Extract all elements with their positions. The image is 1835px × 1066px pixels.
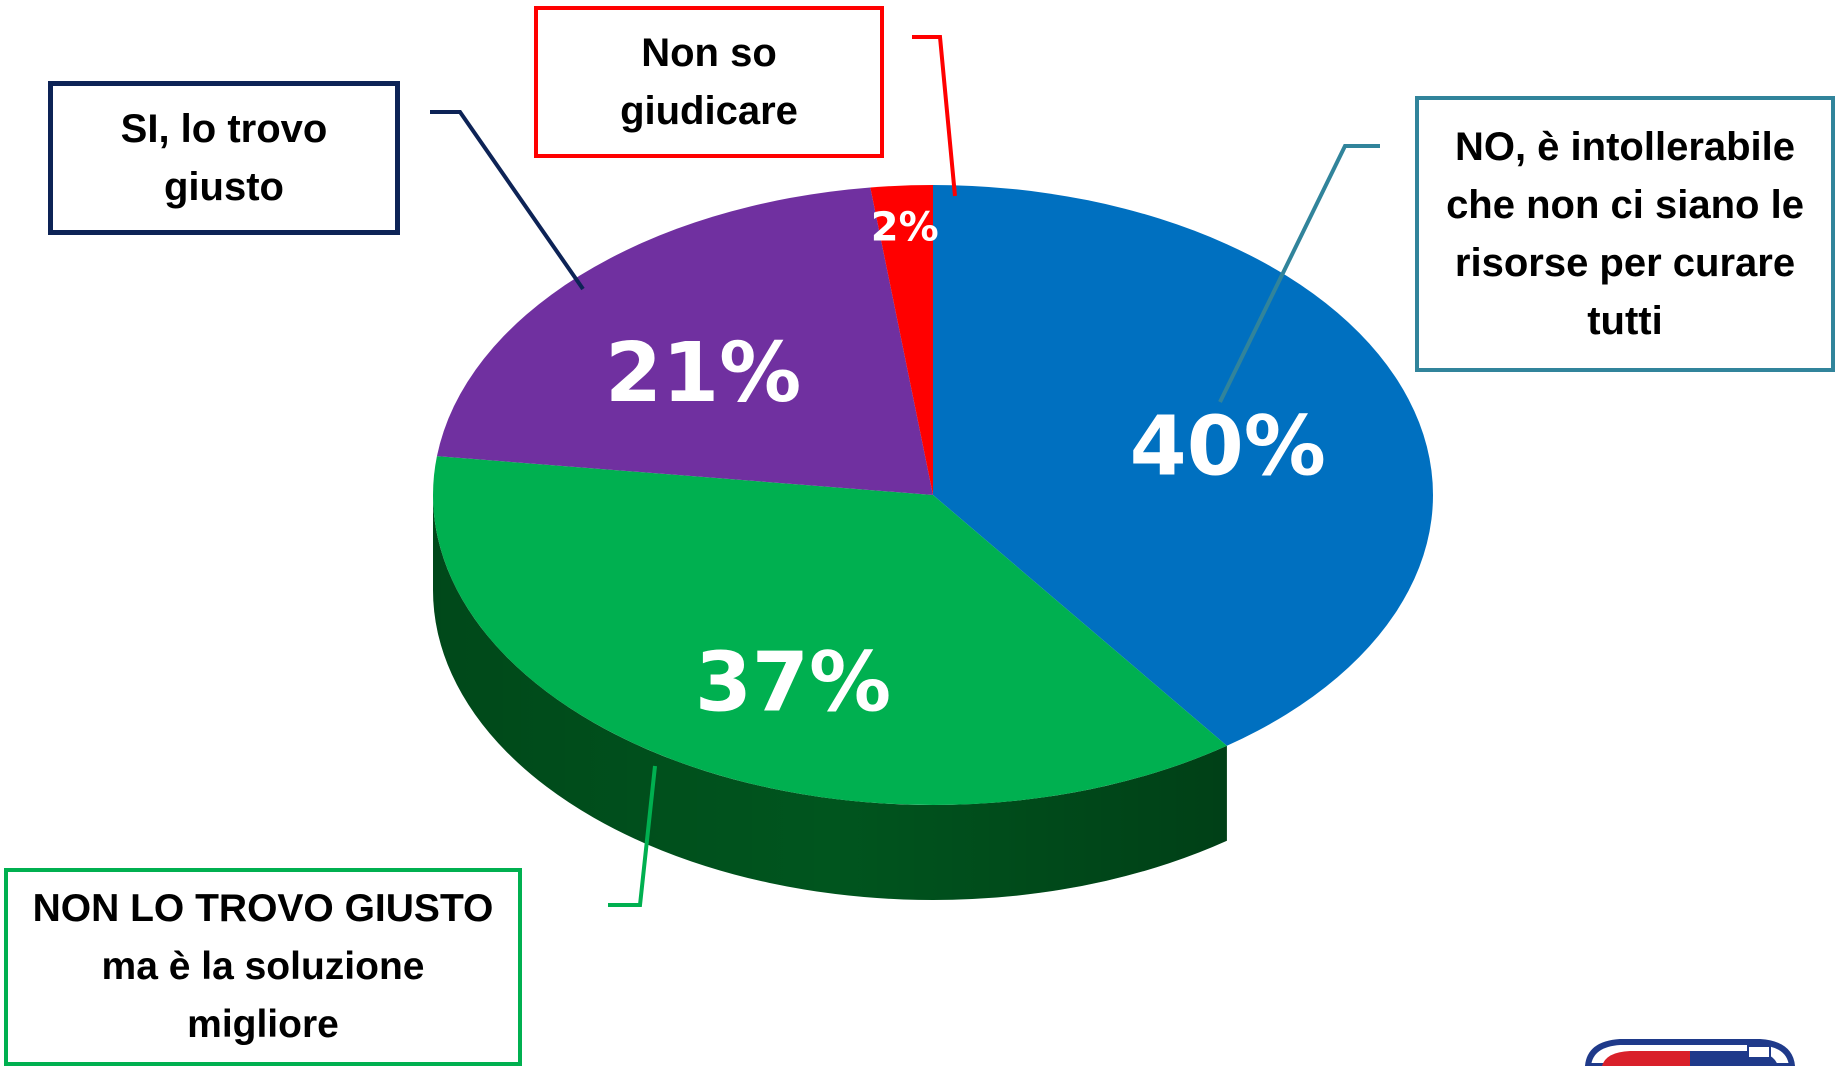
- leader-line-2: [912, 35, 957, 197]
- callout-line: giudicare: [620, 89, 798, 133]
- callout-line: risorse per curare: [1454, 241, 1796, 285]
- value-label-21: 21%: [605, 326, 801, 421]
- callout-line: ma è la soluzione: [101, 945, 425, 988]
- pie-sides: [433, 495, 1227, 900]
- badge-logo-icon: [1584, 1039, 1796, 1066]
- slice-37: [433, 456, 1227, 806]
- leader-lines: [430, 35, 1380, 907]
- callout-line: migliore: [187, 1003, 339, 1046]
- slice-40: [933, 185, 1434, 746]
- callout-line: giusto: [164, 165, 284, 209]
- callout-non-so-giudicare: Non so giudicare: [534, 6, 884, 158]
- callout-line: NON LO TROVO GIUSTO: [32, 887, 494, 930]
- callout-line: Non so: [641, 31, 777, 75]
- callout-line: SI, lo trovo: [120, 107, 328, 151]
- slice-21: [436, 187, 933, 495]
- callout-line: NO, è intollerabile: [1454, 125, 1796, 169]
- pie-tops: [433, 185, 1434, 806]
- value-label-40: 40%: [1130, 399, 1326, 494]
- leader-line-21: [430, 110, 585, 291]
- slice-2: [870, 185, 933, 495]
- value-label-37: 37%: [695, 636, 891, 731]
- leader-line-40: [1218, 144, 1380, 403]
- callout-line: che non ci siano le: [1446, 183, 1804, 227]
- callout-si-lo-trovo-giusto: SI, lo trovo giusto: [48, 81, 400, 235]
- callout-no-intollerabile: NO, è intollerabile che non ci siano le …: [1415, 96, 1835, 372]
- value-labels: 40% 37% 21% 2%: [605, 205, 1326, 731]
- value-label-2: 2%: [871, 205, 939, 251]
- callout-non-lo-trovo-giusto: NON LO TROVO GIUSTO ma è la soluzione mi…: [4, 868, 522, 1066]
- callout-line: tutti: [1587, 299, 1663, 343]
- leader-line-37: [608, 765, 657, 907]
- slice-side-shade: [433, 495, 1227, 900]
